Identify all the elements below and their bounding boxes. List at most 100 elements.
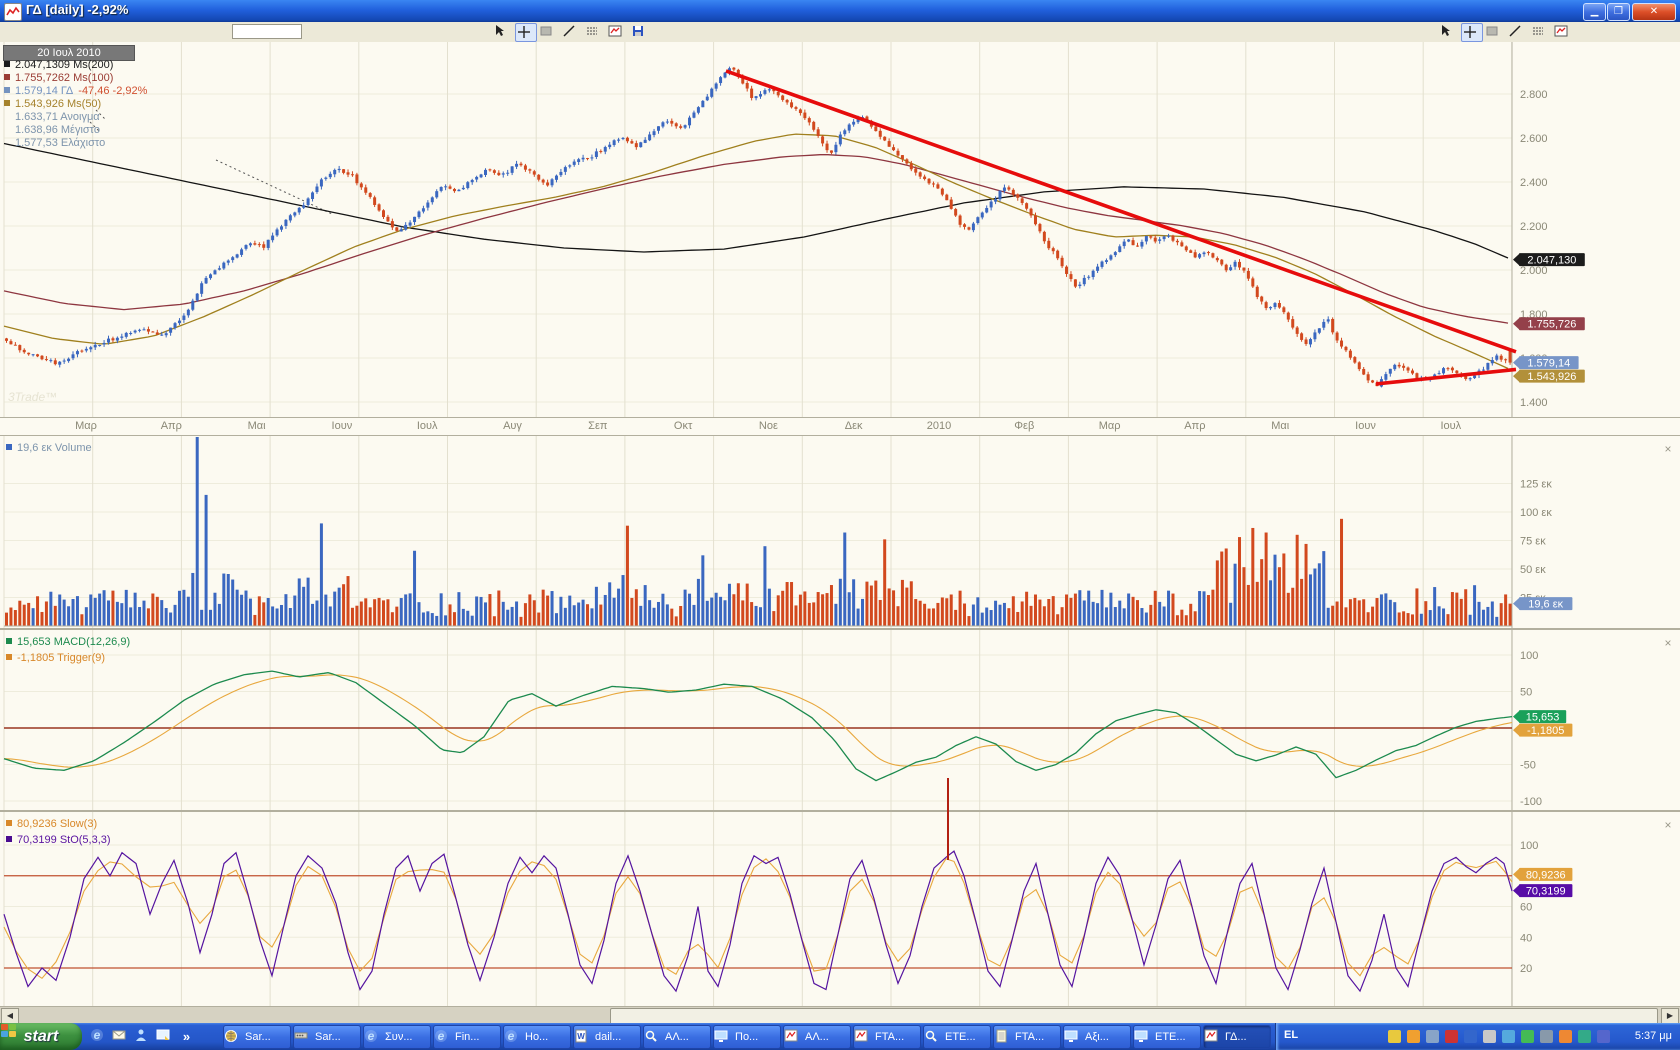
taskbar-task-11[interactable]: ΕΤΕ... [923,1025,991,1049]
taskbar-task-8[interactable]: Πο... [713,1025,781,1049]
stochastic-line-marker [6,836,12,842]
title-bar: ΓΔ [daily] -2,92% ▁ ❐ ✕ [0,0,1680,22]
taskbar-clock[interactable]: 5:37 μμ [1634,1030,1672,1042]
svg-text:e: e [508,1029,515,1043]
scroll-left-icon[interactable]: ◀ [1,1008,19,1025]
task-label: Αξι... [1085,1031,1109,1043]
taskbar-task-13[interactable]: Αξι... [1063,1025,1131,1049]
tray-app-blue-icon[interactable] [1464,1030,1477,1043]
close-button[interactable]: ✕ [1632,3,1676,21]
taskbar-task-4[interactable]: e Fin... [433,1025,501,1049]
taskbar-task-5[interactable]: e Ho... [503,1025,571,1049]
svg-text:100 εκ: 100 εκ [1520,507,1552,519]
close-volume-panel-icon[interactable]: × [1664,442,1672,456]
svg-text:50: 50 [1520,687,1532,699]
tray-shield-icon[interactable] [1388,1030,1401,1043]
tray-app-orange-icon[interactable] [1559,1030,1572,1043]
restore-button[interactable]: ❐ [1607,3,1630,21]
taskbar-task-9[interactable]: ΑΛ... [783,1025,851,1049]
tray-network-icon[interactable] [1426,1030,1439,1043]
horizontal-lines-tool-icon[interactable] [1530,23,1550,40]
horizontal-scrollbar[interactable]: ◀ ▶ [0,1006,1680,1025]
month-label: Φεβ [1014,420,1035,432]
monitor-icon [1064,1029,1082,1043]
price-chart[interactable]: 2.8002.6002.4002.2002.0001.8001.6001.400… [0,42,1680,418]
symbol-input[interactable] [232,24,302,39]
taskbar-task-2[interactable]: Sar... [293,1025,361,1049]
taskbar-task-14[interactable]: ΕΤΕ... [1133,1025,1201,1049]
tray-monitor-icon[interactable] [1502,1030,1515,1043]
task-label: ΕΤΕ... [1155,1031,1186,1043]
taskbar-task-7[interactable]: ΑΛ... [643,1025,711,1049]
svg-text:2.600: 2.600 [1520,133,1548,145]
trendline-tool-icon[interactable] [561,23,581,40]
svg-text:e: e [368,1029,375,1043]
task-label: FTA... [875,1031,905,1043]
taskbar-task-12[interactable]: FTA... [993,1025,1061,1049]
month-label: Ιουν [331,420,353,432]
minimize-button[interactable]: ▁ [1583,3,1606,21]
close-macd-panel-icon[interactable]: × [1664,636,1672,650]
month-label: Αυγ [503,420,522,432]
task-label: dail... [595,1031,622,1043]
month-label: Νοε [758,420,778,432]
month-label: Ιουν [1355,420,1376,432]
region-select-tool-icon[interactable] [538,23,558,40]
crosshair-tool-icon[interactable] [515,23,537,42]
svg-text:2.400: 2.400 [1520,177,1548,189]
ie-icon[interactable]: e [90,1028,107,1045]
tray-app-teal-icon[interactable] [1578,1030,1591,1043]
messenger-icon[interactable] [134,1028,151,1045]
stochastic-chart[interactable]: 100 60 40 20 80,9236 70,3199 [0,812,1680,1006]
crosshair-tool-icon[interactable] [1461,23,1483,42]
mail-icon[interactable] [112,1028,129,1045]
pointer-tool-icon[interactable] [492,23,512,40]
toolbar [0,22,1680,43]
task-label: ΑΛ... [665,1031,689,1043]
start-button[interactable]: start [0,1023,82,1050]
tray-speaker-icon[interactable] [1483,1030,1496,1043]
chart-window-tool-icon[interactable] [1553,23,1573,40]
save-tool-icon[interactable] [630,23,650,40]
chevron-icon[interactable]: » [182,1029,191,1044]
svg-text:70,3199: 70,3199 [1526,886,1566,898]
start-label: start [23,1028,59,1045]
tray-msg-icon[interactable] [1521,1030,1534,1043]
word-icon: W [575,1029,592,1043]
svg-text:-1,1805: -1,1805 [1527,725,1564,737]
taskbar-task-1[interactable]: Sar... [223,1025,291,1049]
tray-tool-icon[interactable] [1540,1030,1553,1043]
svg-text:1.755,726: 1.755,726 [1527,319,1576,331]
tray-update-icon[interactable] [1407,1030,1420,1043]
language-indicator[interactable]: EL [1284,1029,1299,1041]
task-label: Συν... [385,1031,413,1043]
chart-window-tool-icon[interactable] [607,23,627,40]
task-label: Fin... [455,1031,480,1043]
task-label: Sar... [315,1031,341,1043]
show-desktop-icon[interactable] [156,1028,173,1045]
pointer-tool-icon[interactable] [1438,23,1458,40]
horizontal-lines-tool-icon[interactable] [584,23,604,40]
taskbar-task-15[interactable]: ΓΔ... [1203,1025,1271,1049]
legend-item: 1.633,71 Ανοιγμα [15,111,100,123]
chart-icon [854,1029,872,1043]
svg-text:100: 100 [1520,650,1538,662]
month-label: Οκτ [673,420,693,432]
trigger-line-marker [6,654,12,660]
svg-text:1.543,926: 1.543,926 [1527,371,1576,383]
taskbar-task-3[interactable]: e Συν... [363,1025,431,1049]
panel-divider [0,810,1680,812]
trendline-tool-icon[interactable] [1507,23,1527,40]
taskbar-task-10[interactable]: FTA... [853,1025,921,1049]
close-stochastic-panel-icon[interactable]: × [1664,818,1672,832]
legend-item: 1.755,7262 Ms(100) [4,72,147,85]
macd-chart[interactable]: 100 50 -50 -100 15,653-1,1805 [0,630,1680,810]
tray-antivirus-icon[interactable] [1445,1030,1458,1043]
region-select-tool-icon[interactable] [1484,23,1504,40]
panel-divider [0,628,1680,630]
svg-text:e: e [94,1028,101,1042]
tray-app-indigo-icon[interactable] [1597,1030,1610,1043]
